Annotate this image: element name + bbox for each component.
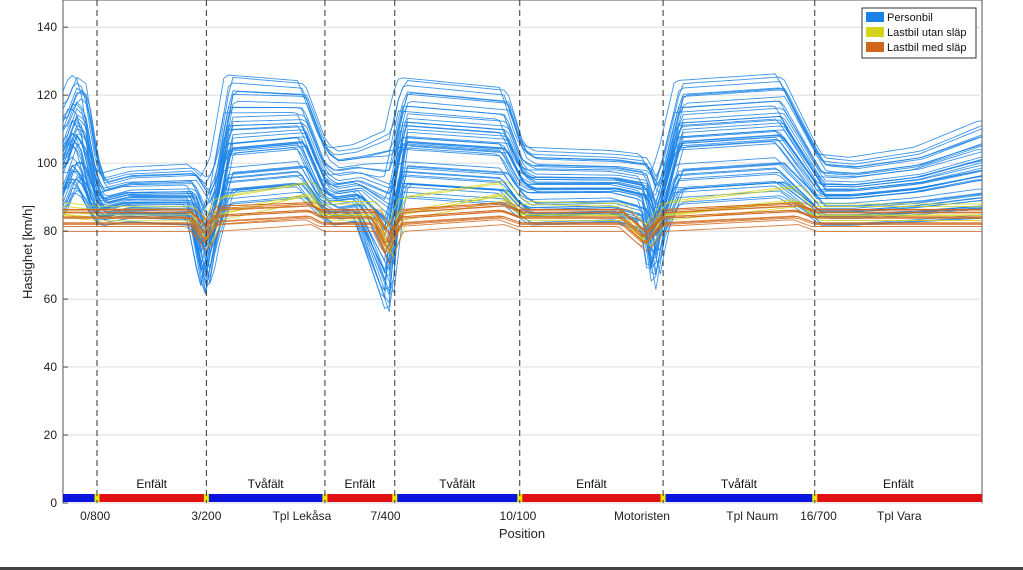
- series-line: [62, 100, 983, 210]
- series-line: [63, 139, 983, 255]
- series-line: [62, 105, 982, 215]
- road-segment-labels: Enfält Tvåfält Enfält Tvåfält Enfält Tvåfält E…: [136, 477, 914, 491]
- legend-swatch: [866, 42, 884, 52]
- x-tick-label: Tpl Vara: [877, 509, 922, 523]
- legend-label: Lastbil med släp: [887, 42, 967, 54]
- y-tick-label: 20: [44, 428, 58, 442]
- road-segment-label: Enfält: [136, 477, 167, 491]
- road-segment-bars: [63, 494, 982, 502]
- series-line: [62, 119, 983, 231]
- series-line: [63, 217, 982, 254]
- legend-label: Lastbil utan släp: [887, 27, 967, 39]
- x-tick-label: Motoristen: [614, 509, 670, 523]
- road-segment-label: Enfält: [576, 477, 607, 491]
- series-line: [62, 89, 983, 196]
- road-segment-marker: [812, 494, 818, 502]
- x-tick-label: 0/800: [80, 509, 110, 523]
- y-tick-label: 140: [37, 20, 57, 34]
- road-segment-bar: [394, 494, 520, 502]
- series-line: [63, 215, 982, 247]
- series-line: [63, 224, 982, 265]
- road-segment-marker: [203, 494, 209, 502]
- y-tick-label: 80: [44, 224, 58, 238]
- x-tick-label: 7/400: [371, 509, 401, 523]
- legend-label: Personbil: [887, 12, 933, 24]
- series-lines: [62, 73, 983, 312]
- road-segment-label: Enfält: [883, 477, 914, 491]
- x-tick-label: 3/200: [191, 509, 221, 523]
- road-segment-bar: [663, 494, 815, 502]
- series-line: [63, 202, 982, 230]
- road-segment-bar: [63, 494, 98, 502]
- road-segment-bar: [206, 494, 325, 502]
- series-line: [62, 118, 983, 228]
- bottom-border: [0, 567, 1023, 570]
- y-tick-label: 100: [37, 156, 57, 170]
- series-line: [62, 162, 983, 269]
- x-tick-label: 10/100: [500, 509, 537, 523]
- series-line: [62, 107, 983, 216]
- road-segment-bar: [324, 494, 395, 502]
- road-segment-marker: [94, 494, 100, 502]
- road-segment-label: Tvåfält: [248, 477, 285, 491]
- x-tick-label: Tpl Naum: [726, 509, 778, 523]
- series-line: [63, 216, 982, 252]
- series-line: [63, 219, 982, 255]
- legend-swatch: [866, 27, 884, 37]
- y-tick-label: 0: [50, 496, 57, 510]
- series-line: [62, 181, 982, 228]
- road-segment-bar: [519, 494, 664, 502]
- x-axis-title: Position: [499, 526, 545, 541]
- legend: Personbil Lastbil utan släp Lastbil med sl…: [861, 7, 977, 59]
- series-line: [63, 203, 982, 235]
- x-tick-label: Tpl Lekåsa: [273, 509, 332, 523]
- road-segment-label: Enfält: [344, 477, 375, 491]
- x-tick-label: 16/700: [800, 509, 837, 523]
- y-tick-label: 60: [44, 292, 58, 306]
- series-line: [63, 96, 983, 204]
- road-segment-marker: [660, 494, 666, 502]
- y-tick-label: 40: [44, 360, 58, 374]
- road-segment-marker: [517, 494, 523, 502]
- series-line: [63, 88, 983, 194]
- road-segment-marker: [322, 494, 328, 502]
- road-segment-label: Tvåfält: [721, 477, 758, 491]
- series-line: [62, 183, 982, 236]
- road-segment-bar: [814, 494, 982, 502]
- series-line: [62, 134, 983, 246]
- x-axis-ticks: 0/800 3/200 Tpl Lekåsa 7/400 10/100 Motoriste…: [80, 509, 922, 523]
- y-axis-title: Hastighet [km/h]: [20, 205, 35, 299]
- legend-swatch: [866, 12, 884, 22]
- series-line: [63, 211, 982, 243]
- y-axis-ticks: 0 20 40 60 80 100 120 140: [37, 20, 68, 510]
- section-dividers: [96, 0, 816, 503]
- road-segment-bar: [97, 494, 207, 502]
- y-tick-label: 120: [37, 88, 57, 102]
- road-segment-marker: [392, 494, 398, 502]
- series-lastbil-med-släp: [63, 202, 982, 265]
- road-segment-label: Tvåfält: [439, 477, 476, 491]
- plot-background: [62, 0, 983, 504]
